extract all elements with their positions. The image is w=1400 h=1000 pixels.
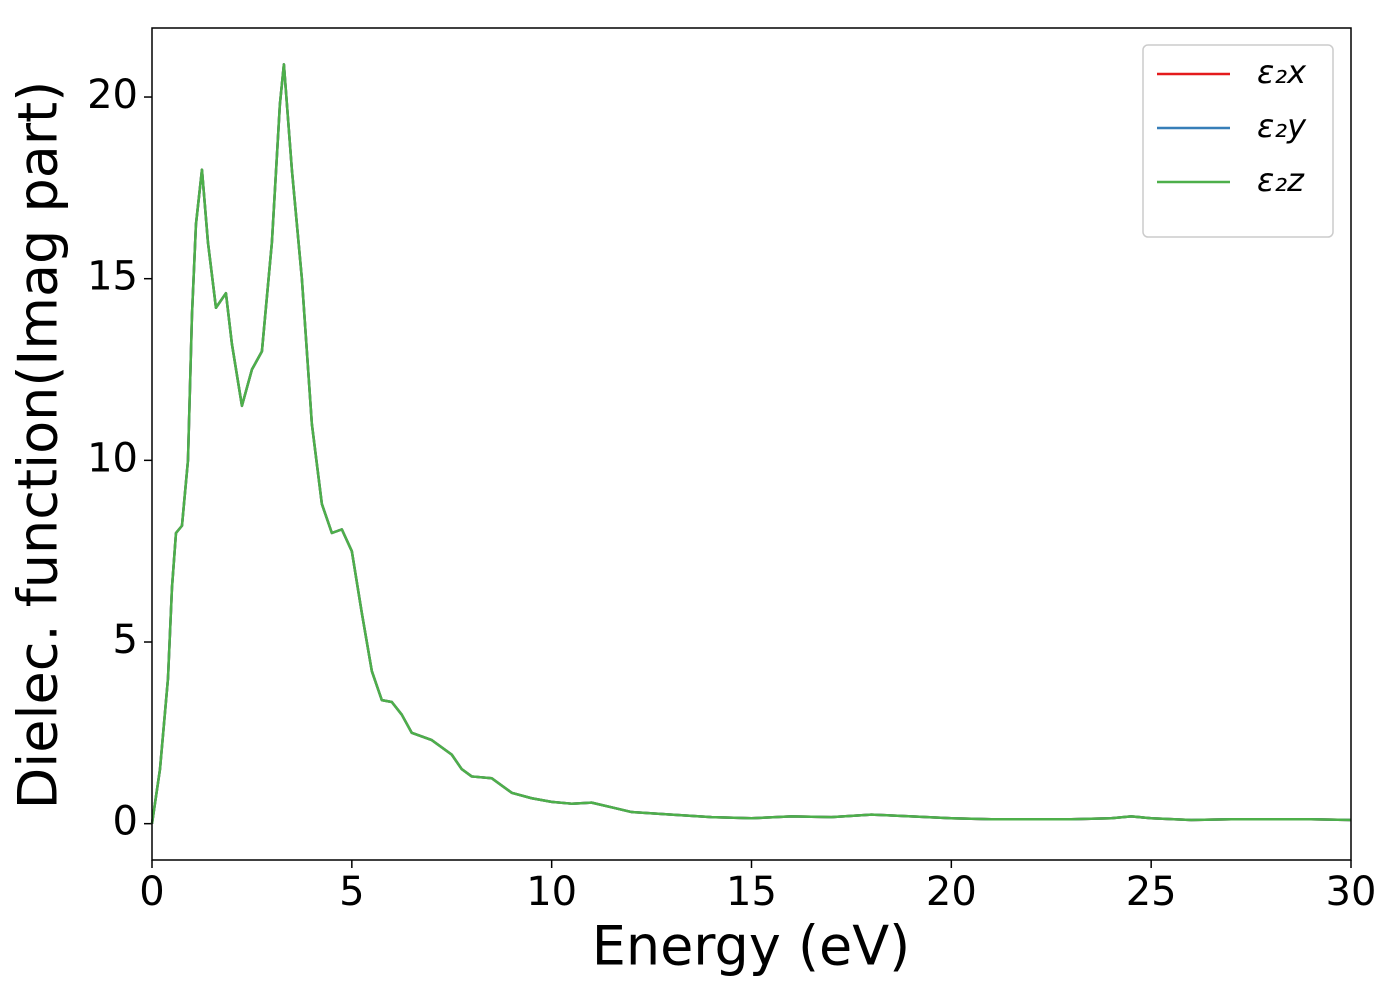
legend-label: ε₂z xyxy=(1257,161,1305,199)
plot-frame xyxy=(151,27,1352,861)
legend-label: ε₂x xyxy=(1257,53,1307,91)
series-line xyxy=(150,63,1352,824)
legend-label: ε₂y xyxy=(1257,107,1307,145)
y-axis-label: Dielec. function(Imag part) xyxy=(7,81,70,810)
y-tick-label: 5 xyxy=(113,617,138,663)
x-tick-label: 5 xyxy=(339,869,364,915)
x-axis-label: Energy (eV) xyxy=(592,915,911,978)
x-tick-label: 30 xyxy=(1326,869,1377,915)
y-tick-label: 0 xyxy=(113,799,138,845)
x-tick-label: 15 xyxy=(726,869,777,915)
y-tick-label: 15 xyxy=(87,254,138,300)
x-tick-label: 0 xyxy=(139,869,164,915)
x-tick-label: 25 xyxy=(1126,869,1177,915)
legend-box xyxy=(1142,44,1334,238)
x-tick-label: 10 xyxy=(526,869,577,915)
x-tick-label: 20 xyxy=(926,869,977,915)
y-tick-label: 10 xyxy=(87,435,138,481)
y-tick-label: 20 xyxy=(87,72,138,118)
